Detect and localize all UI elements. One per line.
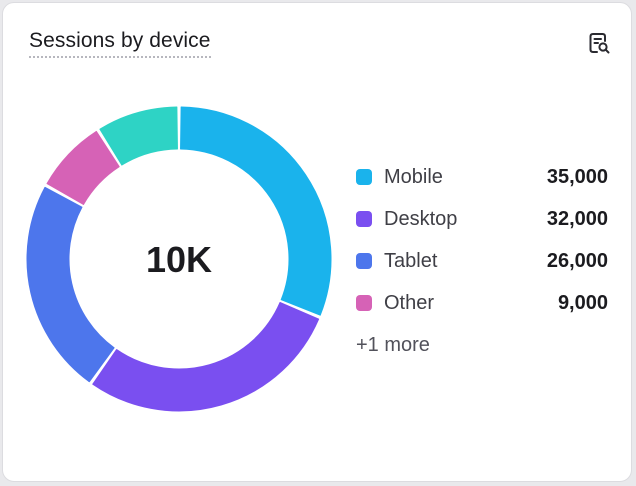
legend-swatch	[356, 253, 372, 269]
legend-value: 9,000	[557, 291, 608, 314]
legend-swatch	[356, 169, 372, 185]
donut-slice-mobile[interactable]	[180, 106, 332, 316]
insights-button[interactable]	[583, 27, 615, 59]
donut-slice-desktop[interactable]	[92, 302, 320, 412]
legend-label: Other	[384, 291, 435, 314]
legend-value: 32,000	[546, 207, 608, 230]
center-label: 10K	[146, 239, 212, 280]
legend-item-mobile[interactable]: Mobile 35,000	[356, 156, 608, 198]
donut-slice-tablet[interactable]	[26, 186, 115, 383]
legend-label: Mobile	[384, 165, 443, 188]
legend-item-desktop[interactable]: Desktop 32,000	[356, 198, 608, 240]
legend-value: 35,000	[546, 165, 608, 188]
legend-swatch	[356, 295, 372, 311]
legend-item-tablet[interactable]: Tablet 26,000	[356, 240, 608, 282]
donut-slice-more[interactable]	[99, 106, 178, 166]
legend-label: Desktop	[384, 207, 458, 230]
legend-label: Tablet	[384, 249, 438, 272]
search-document-icon	[589, 33, 610, 54]
donut-slice-other[interactable]	[46, 130, 120, 205]
legend-value: 26,000	[546, 249, 608, 272]
legend: Mobile 35,000 Desktop 32,000 Tablet 26,000 Oth…	[356, 156, 608, 366]
legend-swatch	[356, 211, 372, 227]
legend-item-other[interactable]: Other 9,000	[356, 282, 608, 324]
card-title[interactable]: Sessions by device	[29, 29, 211, 58]
legend-more-link[interactable]: +1 more	[356, 333, 430, 356]
